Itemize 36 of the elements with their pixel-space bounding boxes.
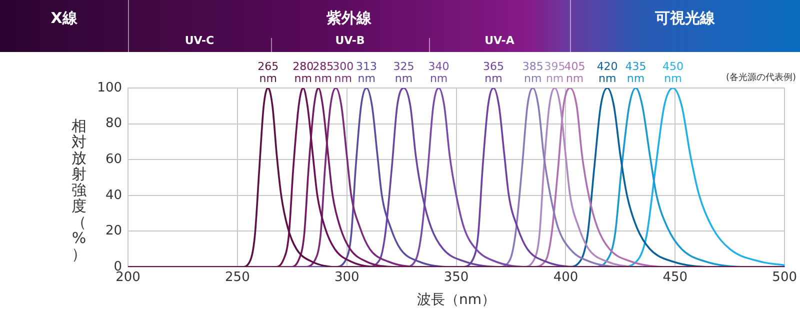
x-tick-label: 300 [334,270,360,286]
line-series [128,88,785,267]
x-tick-label: 450 [662,270,688,286]
series-label: 280 nm [292,60,314,85]
series-label: 300 nm [332,60,354,85]
y-tick-label: 20 [105,224,122,239]
y-tick-label: 40 [105,188,122,203]
x-tick-label: 350 [444,270,469,286]
series-label: 435 nm [625,60,646,85]
series-label: 450 nm [662,60,684,85]
y-tick-label: 80 [105,116,122,132]
series-label: 325 nm [393,60,414,85]
x-tick-label: 250 [225,270,250,286]
text: UV-A [484,34,516,48]
series-label: 313 nm [356,60,378,85]
series-label: 285 nm [312,60,334,85]
series-label: 265 nm [258,60,279,85]
text: X線 [50,8,78,28]
text: 紫外線 [325,8,372,28]
x-tick-label: 500 [772,270,798,286]
series-label: 395 nm [544,60,566,85]
y-tick-label: 100 [97,80,122,96]
text: UV-B [334,34,366,48]
series-label: 365 nm [483,60,504,85]
series-label: 385 nm [522,60,544,85]
series-label: 340 nm [428,60,450,85]
text: 可視光線 [654,8,716,28]
text: 相対放射強度（%） [72,117,86,263]
x-axis-title: 波長（nm） [417,292,496,308]
y-tick-label: 60 [105,152,122,167]
text: UV-C [184,34,216,48]
text: (各光源の代表例) [726,72,796,83]
series-label: 405 nm [564,60,586,85]
x-tick-label: 400 [553,270,578,286]
series-label: 420 nm [596,60,618,85]
x-tick-label: 200 [116,270,140,286]
